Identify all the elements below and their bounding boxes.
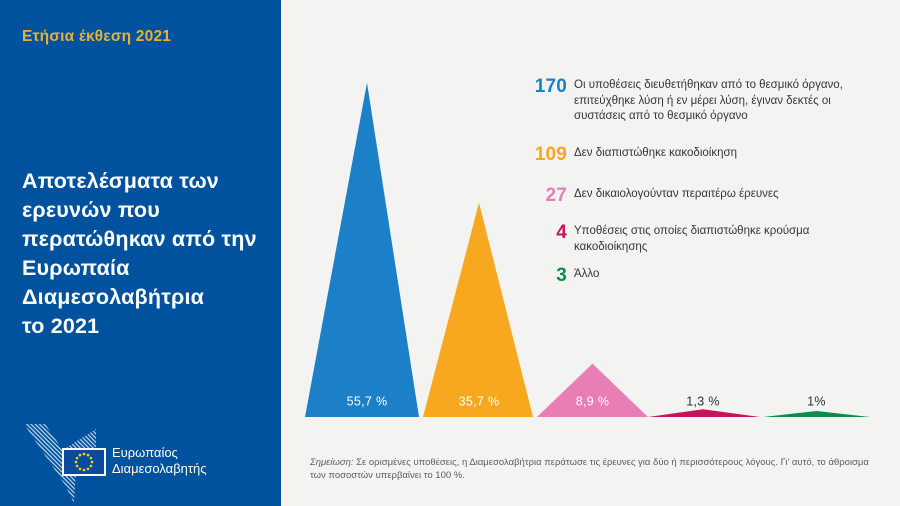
peak-percent-label: 1,3 % <box>686 395 719 409</box>
page-title-line: περατώθηκαν από την <box>22 227 257 251</box>
legend-label: Άλλο <box>574 268 600 280</box>
page-title-line: ερευνών που <box>22 198 160 222</box>
ombudsman-glyph-pennant <box>58 429 96 453</box>
legend-count: 27 <box>545 185 567 206</box>
legend-item: 170 Οι υποθέσεις διευθετήθηκαν από το θεσ… <box>525 76 874 125</box>
chart-area: 55,7 % 35,7 % 8,9 % 1,3 % 1% 170 Οι υποθέσεις… <box>281 0 900 506</box>
report-edition-label: Ετήσια έκθεση 2021 <box>22 28 172 45</box>
legend-item: 4 Υποθέσεις στις οποίες διαπιστώθηκε κρού… <box>525 222 874 255</box>
eu-flag-star <box>78 453 82 457</box>
eu-flag-star <box>74 460 78 464</box>
peak-percent-label: 1% <box>807 395 826 409</box>
peak-triangle <box>648 409 760 417</box>
ombudsman-logo-text-line: Διαμεσολαβητής <box>112 461 207 476</box>
eu-flag-star <box>86 453 90 457</box>
eu-flag-star <box>82 452 86 456</box>
page-title-line: Αποτελέσματα των <box>22 169 219 193</box>
legend-label: Οι υποθέσεις διευθετήθηκαν από το θεσμικ… <box>574 79 843 123</box>
eu-flag-star <box>90 460 94 464</box>
eu-flag-star <box>82 468 86 472</box>
peak-percent-label: 35,7 % <box>459 395 500 409</box>
eu-flag-star <box>89 456 93 460</box>
legend-count: 109 <box>534 144 567 165</box>
page-title-line: Διαμεσολαβήτρια <box>22 285 205 309</box>
ombudsman-logo-text: Ευρωπαίος Διαμεσολαβητής <box>112 445 207 477</box>
ombudsman-logo: Ευρωπαίος Διαμεσολαβητής <box>18 421 248 506</box>
legend-label: Δεν διαπιστώθηκε κακοδιοίκηση <box>574 147 737 159</box>
peak-triangle <box>423 202 533 417</box>
page-title: Αποτελέσματα των ερευνών που περατώθηκαν α… <box>22 167 257 341</box>
eu-flag-star <box>89 464 93 468</box>
legend-count: 170 <box>534 76 567 97</box>
footnote-prefix: Σημείωση: <box>310 457 354 468</box>
peak-percent-label: 55,7 % <box>347 395 388 409</box>
legend-label: Υποθέσεις στις οποίες διαπιστώθηκε κρούσ… <box>574 225 810 253</box>
legend-item: 109 Δεν διαπιστώθηκε κακοδιοίκηση <box>525 144 874 165</box>
page-title-line: το 2021 <box>22 314 100 338</box>
legend-item: 27 Δεν δικαιολογούνταν περαιτέρω έρευνες <box>525 185 874 206</box>
footnote: Σημείωση: Σε ορισμένες υποθέσεις, η Διαμ… <box>310 456 875 482</box>
eu-flag-star <box>86 467 90 471</box>
peak-triangle <box>305 82 419 418</box>
eu-flag-stars <box>74 452 94 472</box>
eu-flag-star <box>78 467 82 471</box>
peak-triangle <box>537 363 648 417</box>
peak-percent-label: 8,9 % <box>576 395 609 409</box>
footnote-line2: των ποσοστών υπερβαίνει το 100 %. <box>310 470 465 481</box>
ombudsman-logo-graphic <box>24 424 106 503</box>
eu-flag-star <box>75 456 79 460</box>
legend-item: 3 Άλλο <box>525 265 874 286</box>
ombudsman-logo-text-line: Ευρωπαίος <box>112 445 178 460</box>
page-title-line: Ευρωπαία <box>22 256 130 280</box>
footnote-line1: Σε ορισμένες υποθέσεις, η Διαμεσολαβήτρι… <box>353 457 869 468</box>
peak-triangle <box>763 411 870 417</box>
peaks-chart: 55,7 % 35,7 % 8,9 % 1,3 % 1% <box>305 82 870 418</box>
legend-count: 3 <box>556 265 567 286</box>
legend-label: Δεν δικαιολογούνταν περαιτέρω έρευνες <box>574 188 779 200</box>
eu-flag-star <box>75 464 79 468</box>
left-panel: Ετήσια έκθεση 2021 Αποτελέσματα των ερευν… <box>0 0 281 506</box>
legend-count: 4 <box>556 222 567 243</box>
